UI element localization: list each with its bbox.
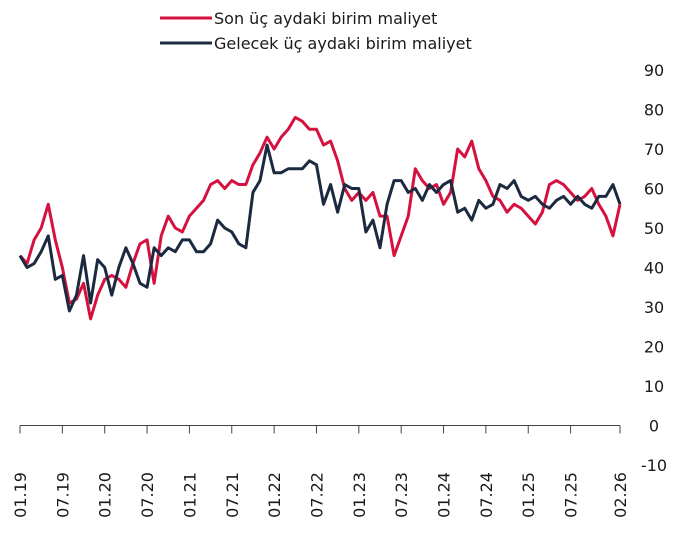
x-tick-label: 07.22 bbox=[307, 472, 326, 518]
y-tick-label: 0 bbox=[649, 417, 659, 436]
series-line bbox=[18, 143, 622, 313]
x-tick-label: 01.20 bbox=[96, 472, 115, 518]
x-tick-label: 07.23 bbox=[392, 472, 411, 518]
y-tick-label: 80 bbox=[644, 101, 664, 120]
x-tick-label: 01.24 bbox=[435, 472, 454, 518]
x-tick-label: 07.20 bbox=[138, 472, 157, 518]
series-line bbox=[18, 115, 622, 321]
x-tick-label: 01.23 bbox=[350, 472, 369, 518]
y-tick-label: 90 bbox=[644, 61, 664, 80]
x-tick-label: 07.19 bbox=[53, 472, 72, 518]
y-tick-label: 60 bbox=[644, 180, 664, 199]
y-tick-label: 40 bbox=[644, 259, 664, 278]
x-tick-label: 01.19 bbox=[11, 472, 30, 518]
y-tick-label: -10 bbox=[641, 456, 667, 475]
y-tick-label: 50 bbox=[644, 219, 664, 238]
legend-label: Son üç aydaki birim maliyet bbox=[214, 9, 437, 28]
x-tick-label: 02.26 bbox=[611, 472, 630, 518]
y-tick-label: 10 bbox=[644, 377, 664, 396]
y-tick-label: 20 bbox=[644, 338, 664, 357]
y-tick-label: 30 bbox=[644, 298, 664, 317]
legend-label: Gelecek üç aydaki birim maliyet bbox=[214, 34, 472, 53]
legend: Son üç aydaki birim maliyet Gelecek üç ay… bbox=[160, 9, 472, 53]
x-tick-label: 07.25 bbox=[562, 472, 581, 518]
x-tick-label: 07.21 bbox=[223, 472, 242, 518]
x-tick-label: 01.22 bbox=[265, 472, 284, 518]
x-tick-label: 01.25 bbox=[519, 472, 538, 518]
y-tick-label: 70 bbox=[644, 140, 664, 159]
x-tick-label: 07.24 bbox=[477, 472, 496, 518]
x-tick-label: 01.21 bbox=[180, 472, 199, 518]
